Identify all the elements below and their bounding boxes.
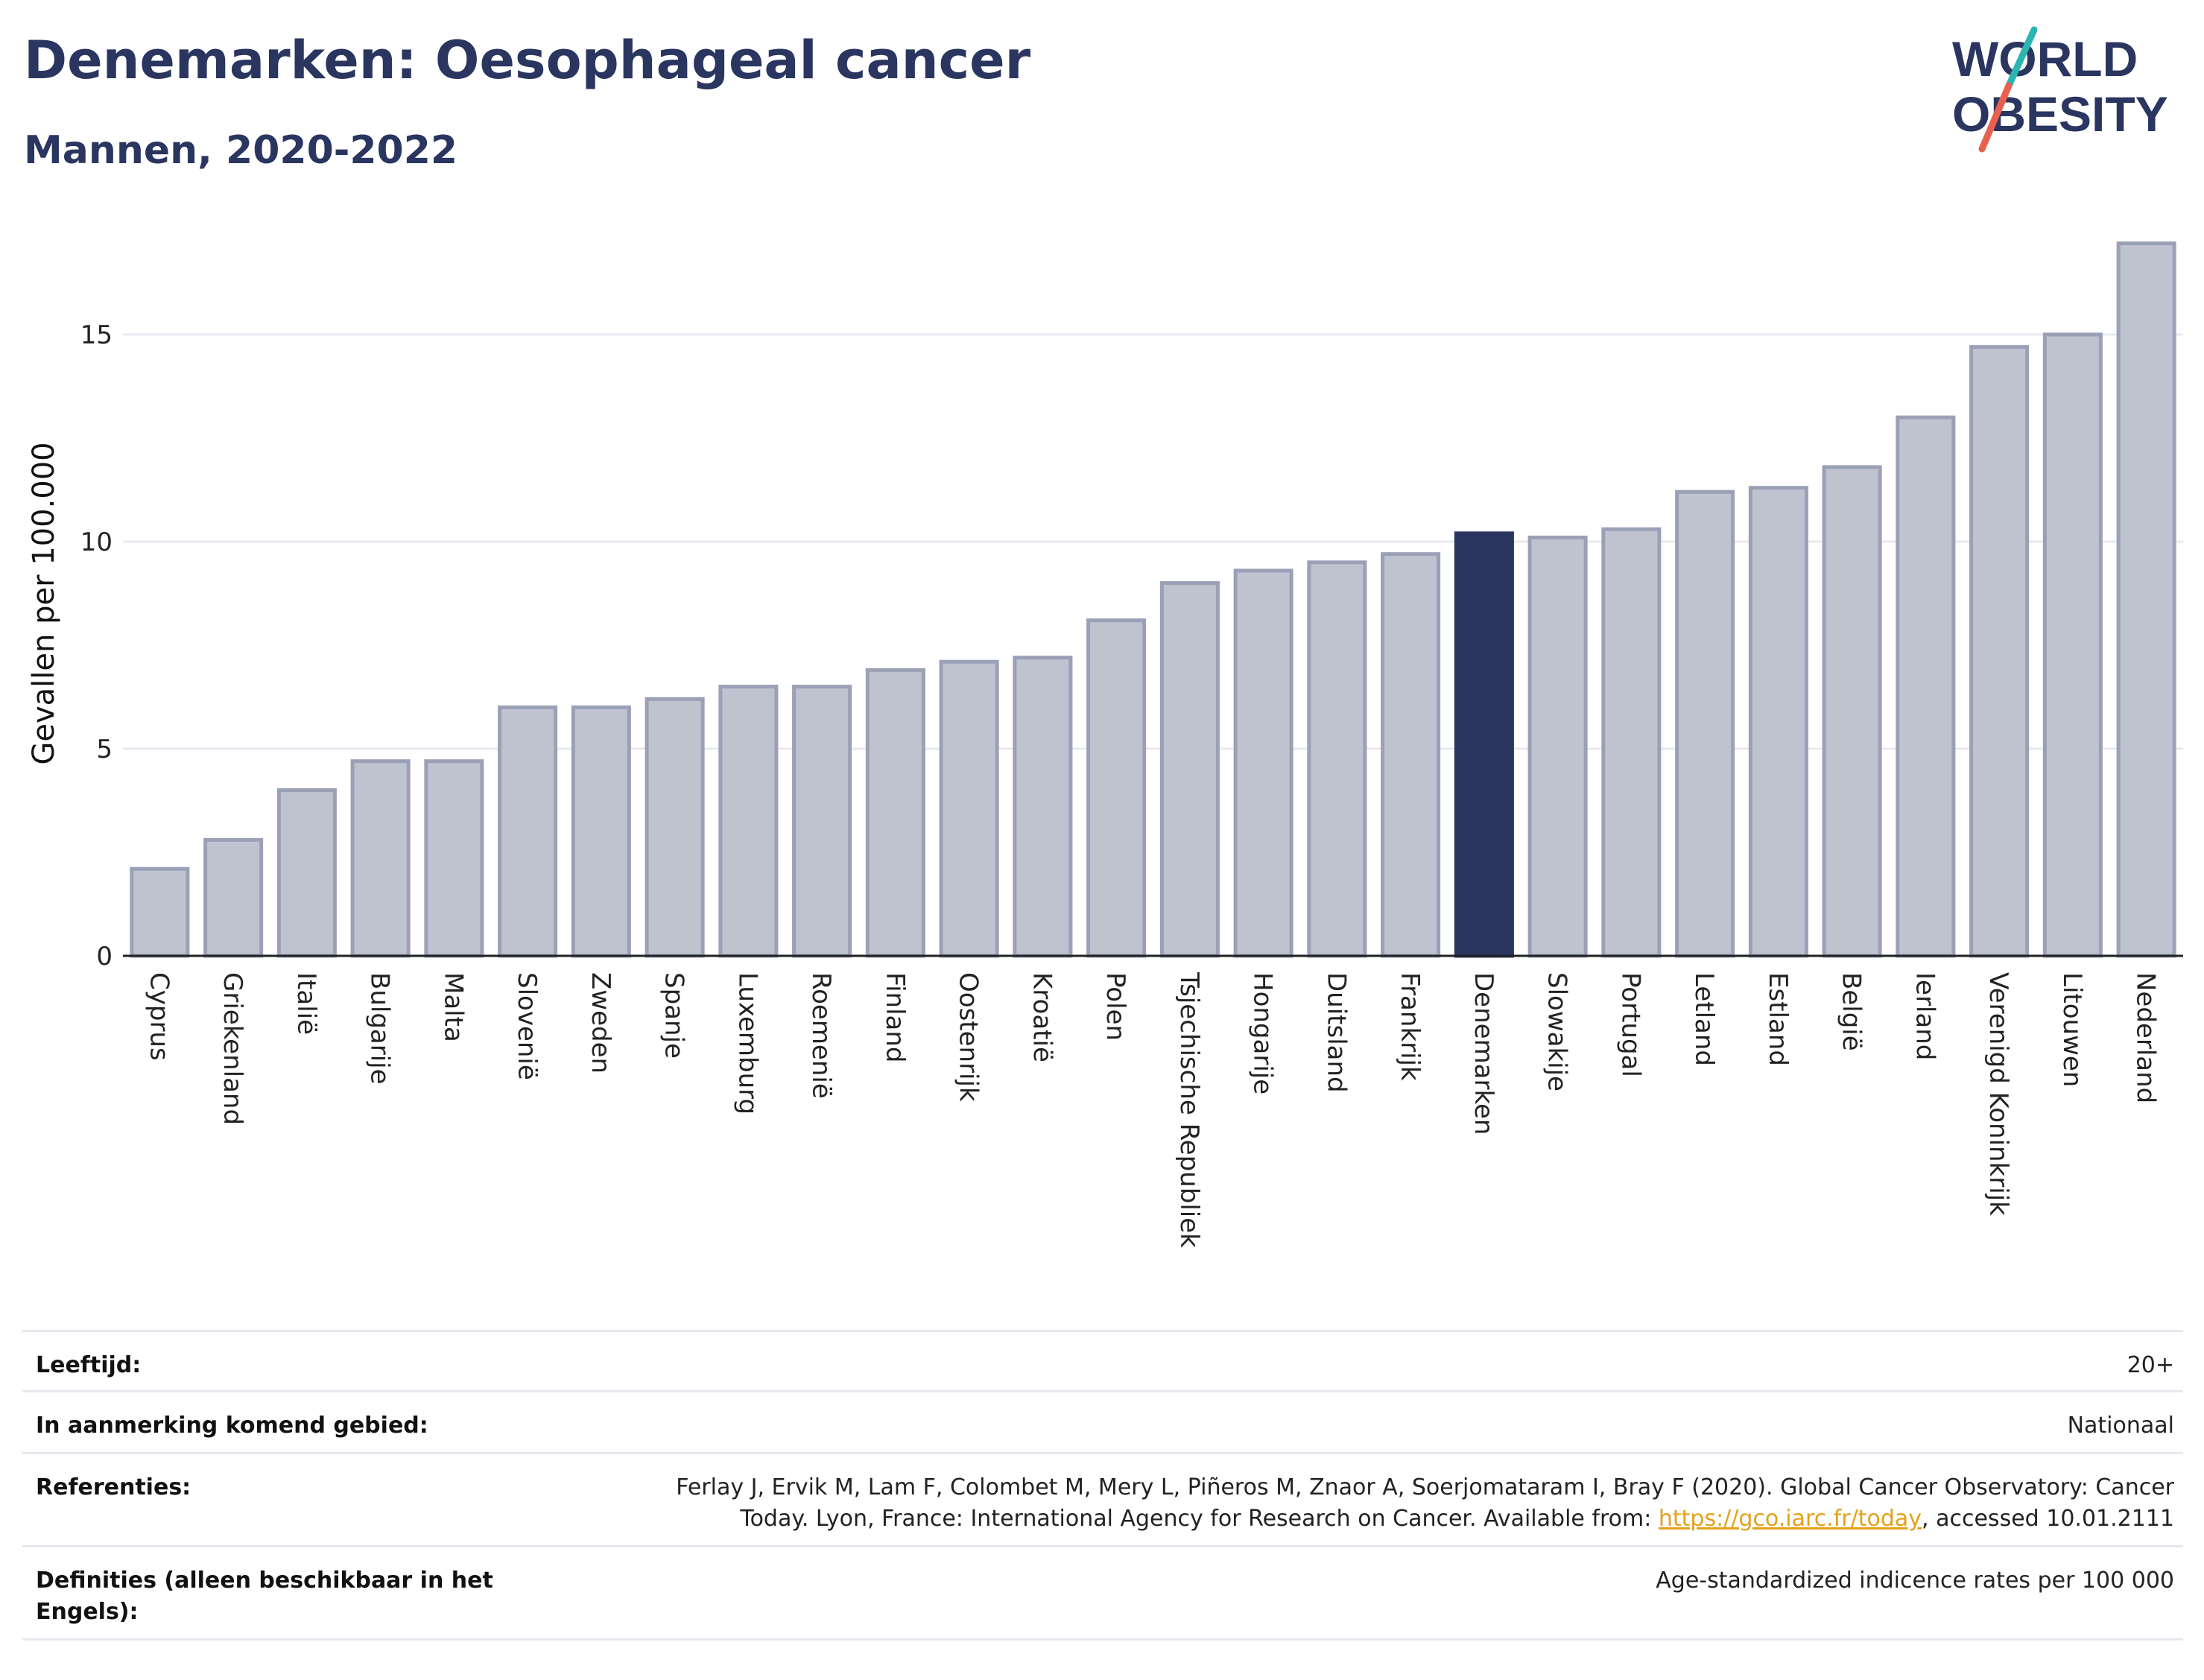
bar-oostenrijk[interactable]: [939, 659, 999, 958]
bar-frankrijk[interactable]: [1381, 552, 1441, 958]
logo-slash-top: [2005, 26, 2038, 89]
y-tick-label: 10: [80, 527, 113, 557]
x-tick-label: Griekenland: [218, 972, 247, 1125]
info-value-reference: Ferlay J, Ervik M, Lam F, Colombet M, Me…: [609, 1472, 2174, 1535]
bar-bulgarije[interactable]: [350, 759, 411, 958]
bar-denemarken[interactable]: [1454, 531, 1514, 958]
x-tick-label: Hongarije: [1248, 972, 1278, 1094]
x-tick-label: Duitsland: [1321, 972, 1351, 1093]
axes: 0 5 10 15: [80, 320, 2183, 971]
logo-slash-bottom: [1978, 82, 2013, 153]
bar-kroatië[interactable]: [1013, 656, 1073, 958]
category-labels: Cyprus Griekenland Italië Bulgarije Malta Slo…: [144, 971, 2160, 1248]
info-label: Leeftijd:: [36, 1352, 142, 1378]
world-obesity-logo: WORLD OBESITY: [1952, 26, 2168, 153]
x-tick-label: Kroatië: [1027, 972, 1057, 1062]
bar-polen[interactable]: [1086, 618, 1147, 958]
bar-estland[interactable]: [1748, 486, 1808, 958]
bar-portugal[interactable]: [1601, 527, 1662, 958]
logo-line1: WORLD: [1952, 31, 2138, 86]
bar-finland[interactable]: [865, 668, 925, 958]
bar-tsjechische-republiek[interactable]: [1159, 581, 1220, 958]
x-tick-label: Finland: [880, 972, 910, 1063]
bar-chart: 0 5 10 15 Cyprus Griekenland Italië Bulgarije M…: [27, 241, 2183, 1248]
x-tick-label: Zweden: [586, 972, 615, 1074]
bar-verenigd-koninkrijk[interactable]: [1969, 345, 2030, 958]
info-table: Leeftijd: 20+ In aanmerking komend gebie…: [22, 1330, 2183, 1641]
info-label: Definities (alleen beschikbaar in het En…: [36, 1568, 493, 1625]
bar-italië[interactable]: [276, 788, 337, 958]
x-tick-label: Tsjechische Republiek: [1174, 971, 1204, 1248]
info-label: In aanmerking komend gebied:: [36, 1413, 428, 1439]
x-tick-label: Slovenië: [512, 972, 542, 1080]
info-label: Referenties:: [36, 1474, 191, 1500]
info-row-definitions: Definities (alleen beschikbaar in het En…: [22, 1545, 2183, 1641]
info-value: 20+: [2127, 1352, 2174, 1378]
info-row-area: In aanmerking komend gebied: Nationaal: [22, 1390, 2183, 1452]
chart-subtitle: Mannen, 2020-2022: [24, 128, 458, 173]
bar-hongarije[interactable]: [1233, 568, 1293, 958]
info-value: Nationaal: [2067, 1413, 2174, 1439]
x-tick-label: Malta: [438, 972, 468, 1042]
x-tick-label: Nederland: [2131, 972, 2161, 1103]
y-tick-label: 0: [96, 942, 113, 971]
bar-roemenië[interactable]: [792, 685, 852, 958]
y-axis-label: Gevallen per 100.000: [27, 442, 61, 764]
x-tick-label: Bulgarije: [365, 972, 395, 1085]
bar-duitsland[interactable]: [1307, 560, 1367, 958]
info-row-references: Referenties: Ferlay J, Ervik M, Lam F, C…: [22, 1452, 2183, 1545]
bar-litouwen[interactable]: [2042, 332, 2103, 958]
x-tick-label: Frankrijk: [1395, 972, 1425, 1081]
x-tick-label: Luxemburg: [732, 972, 762, 1115]
y-tick-label: 15: [80, 320, 113, 350]
bar-ierland[interactable]: [1896, 415, 1956, 958]
bar-cyprus[interactable]: [130, 866, 190, 958]
x-tick-label: Verenigd Koninkrijk: [1983, 972, 2013, 1216]
info-value: Age-standardized indicence rates per 100…: [1656, 1568, 2174, 1594]
bar-belgië[interactable]: [1822, 465, 1882, 958]
info-row-age: Leeftijd: 20+: [22, 1330, 2183, 1390]
x-tick-label: Slowakije: [1542, 972, 1572, 1091]
bar-griekenland[interactable]: [203, 837, 264, 958]
x-tick-label: Spanje: [659, 972, 689, 1059]
x-tick-label: Portugal: [1615, 972, 1645, 1077]
bar-slowakije[interactable]: [1527, 535, 1588, 958]
bar-luxemburg[interactable]: [718, 685, 779, 958]
bar-spanje[interactable]: [645, 697, 705, 958]
y-tick-label: 5: [96, 735, 113, 764]
x-tick-label: Cyprus: [144, 972, 174, 1061]
x-tick-label: Roemenië: [806, 972, 836, 1099]
x-tick-label: België: [1837, 972, 1866, 1051]
bar-letland[interactable]: [1675, 489, 1735, 958]
reference-link[interactable]: https://gco.iarc.fr/today: [1658, 1506, 1922, 1532]
bar-malta[interactable]: [424, 759, 484, 958]
x-tick-label: Oostenrijk: [954, 972, 984, 1102]
bar-slovenië[interactable]: [498, 705, 558, 958]
bars: [130, 241, 2176, 958]
bar-zweden[interactable]: [571, 705, 631, 958]
x-tick-label: Litouwen: [2057, 972, 2087, 1087]
reference-accessed: , accessed 10.01.2111: [1922, 1506, 2174, 1532]
x-tick-label: Polen: [1101, 972, 1130, 1041]
reference-text: Ferlay J, Ervik M, Lam F, Colombet M, Me…: [676, 1474, 2174, 1532]
x-tick-label: Denemarken: [1469, 972, 1498, 1135]
x-tick-label: Letland: [1689, 972, 1719, 1066]
x-tick-label: Ierland: [1910, 972, 1939, 1060]
x-tick-label: Estland: [1763, 972, 1793, 1066]
chart-title: Denemarken: Oesophageal cancer: [24, 30, 1031, 91]
bar-nederland[interactable]: [2116, 241, 2176, 958]
x-tick-label: Italië: [291, 972, 321, 1035]
